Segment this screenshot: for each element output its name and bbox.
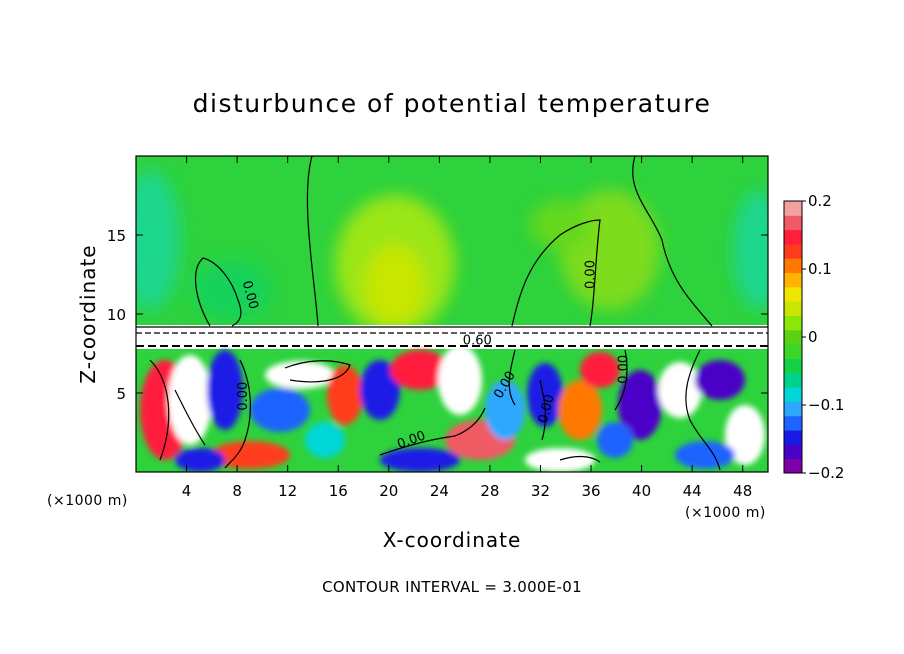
colorbar-swatch: [784, 243, 802, 259]
y-tick-label: 10: [107, 306, 126, 324]
contour-label: 0.00: [236, 382, 251, 411]
x-tick-label: 32: [531, 482, 550, 500]
colorbar-tick-label: 0.2: [808, 192, 832, 210]
y-axis-label: Z-coordinate: [76, 244, 100, 383]
x-unit-label-right: (×1000 m): [685, 505, 766, 521]
colorbar-swatch: [784, 430, 802, 445]
contour-interval-note: CONTOUR INTERVAL = 3.000E-01: [322, 578, 582, 596]
contour-label: 0.00: [239, 279, 261, 311]
contour-lower-5: [539, 379, 546, 441]
colorbar-swatch: [784, 329, 802, 345]
y-tick-label: 5: [116, 385, 126, 403]
x-tick-label: 24: [430, 482, 449, 500]
y-axis-ticks: 5 10 15: [107, 227, 768, 403]
chart-title: disturbunce of potential temperature: [193, 89, 712, 118]
contour-upper-center-2: [511, 219, 601, 327]
colorbar-swatch: [784, 458, 802, 474]
plot-area: [136, 156, 768, 472]
colorbar-swatch: [784, 258, 802, 274]
contour-label: 0.60: [463, 333, 492, 348]
colorbar-swatch: [784, 286, 802, 302]
contour-lower-10: [559, 455, 601, 463]
colorbar-swatch: [784, 415, 802, 431]
colorbar-swatch: [784, 229, 802, 245]
y-tick-label: 15: [107, 227, 126, 245]
x-axis-label: X-coordinate: [383, 528, 522, 552]
colorbar-swatch: [784, 444, 802, 460]
contour-lower-1: [149, 359, 170, 461]
contour-upper-center: [306, 156, 319, 327]
x-tick-label: 36: [581, 482, 600, 500]
contour-lower-8: [284, 360, 351, 383]
turbulent-structures: [140, 345, 765, 472]
x-tick-label: 16: [329, 482, 348, 500]
colorbar-swatch: [784, 358, 802, 374]
x-tick-label: 20: [379, 482, 398, 500]
contour-upper-left: [195, 257, 242, 327]
colorbar-swatch: [784, 344, 802, 359]
colorbar-swatch: [784, 201, 802, 216]
colorbar-tick-label: 0: [808, 328, 818, 346]
upper-field-anomalies: [136, 170, 768, 335]
contour-lower-2: [224, 359, 252, 469]
colorbar-swatch: [784, 301, 802, 317]
x-tick-label: 8: [232, 482, 242, 500]
x-tick-label: 48: [733, 482, 752, 500]
x-axis-ticks: 4 8 12 16 20 24 28 32 36 40 44 48: [182, 156, 752, 500]
contour-lower-7: [685, 349, 721, 471]
colorbar-tick-label: −0.1: [808, 396, 844, 414]
contour-lines: [136, 156, 768, 471]
x-tick-label: 4: [182, 482, 192, 500]
contour-lower-4: [508, 349, 516, 406]
x-tick-label: 12: [278, 482, 297, 500]
contour-lower-3: [379, 407, 486, 456]
colorbar-swatch: [784, 272, 802, 288]
contour-lower-6: [614, 349, 628, 411]
colorbar-swatch: [784, 215, 802, 231]
colorbar-swatch: [784, 387, 802, 402]
contour-lower-9: [174, 389, 206, 446]
colorbar-tick-label: −0.2: [808, 464, 844, 482]
contour-label: 0.00: [536, 393, 558, 425]
contour-label: 0.00: [616, 355, 631, 384]
x-tick-label: 28: [480, 482, 499, 500]
colorbar-tick-label: 0.1: [808, 260, 832, 278]
x-unit-label-left: (×1000 m): [47, 493, 128, 509]
colorbar-swatch: [784, 372, 802, 388]
x-tick-label: 40: [632, 482, 651, 500]
colorbar-swatch: [784, 315, 802, 331]
contour-label: 0.00: [584, 260, 599, 289]
colorbar-ticks: 0.2 0.1 0 −0.1 −0.2: [802, 192, 844, 482]
colorbar-swatch: [784, 401, 802, 417]
contour-upper-right: [632, 156, 713, 327]
x-tick-label: 44: [683, 482, 702, 500]
colorbar: [783, 200, 803, 474]
